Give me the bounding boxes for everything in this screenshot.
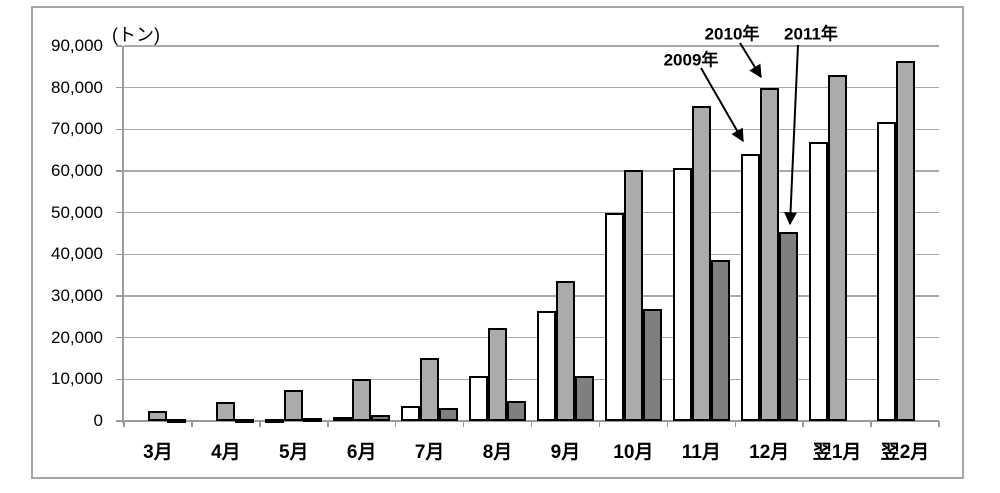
x-tick-mark [191, 421, 193, 427]
y-axis-tick-label: 30,000 [51, 286, 103, 305]
y-tick-mark [116, 86, 122, 89]
bar-2011年-4月 [235, 419, 255, 423]
y-axis-tick-label: 10,000 [51, 369, 103, 389]
bar-2011年-3月 [167, 419, 187, 423]
gridline-90000 [124, 45, 939, 47]
y-tick-mark [116, 378, 122, 381]
bar-2009年-6月 [333, 417, 353, 421]
bar-2010年-3月 [148, 411, 168, 421]
x-axis-label-3月: 3月 [143, 442, 173, 463]
y-axis-line [122, 46, 124, 423]
bar-2010年-12月 [759, 88, 779, 421]
bar-2009年-11月 [672, 168, 692, 421]
bar-2009年-12月 [740, 154, 760, 421]
x-tick-mark [394, 421, 397, 427]
gridline-20000 [124, 336, 939, 339]
x-axis-label-5月: 5月 [278, 442, 309, 463]
gridline-60000 [124, 170, 939, 172]
x-axis-label-11月: 11月 [681, 442, 721, 463]
y-axis-tick-label: 80,000 [51, 77, 103, 97]
x-axis-label-10月: 10月 [613, 442, 654, 463]
y-tick-mark [116, 420, 122, 422]
x-tick-mark [327, 421, 329, 427]
bar-2011年-5月 [303, 418, 323, 422]
y-axis-tick-label: 70,000 [51, 119, 103, 139]
y-axis-tick-label: 20,000 [51, 327, 103, 347]
y-tick-mark [116, 253, 122, 256]
gridline-30000 [124, 295, 939, 297]
y-axis-tick-label: 40,000 [51, 244, 103, 264]
bar-2009年-7月 [401, 406, 421, 421]
y-tick-mark [116, 295, 122, 297]
bar-2010年-11月 [691, 106, 711, 421]
y-axis-unit-label: (トン) [112, 25, 160, 45]
y-tick-mark [116, 170, 122, 172]
y-axis-tick-label: 0 [93, 411, 103, 430]
bar-2010年-翌1月 [827, 75, 847, 421]
x-tick-mark [462, 421, 465, 427]
bar-2009年-8月 [469, 376, 489, 421]
y-tick-mark [116, 336, 122, 339]
y-tick-mark [116, 128, 122, 131]
x-axis-label-翌1月: 翌1月 [812, 442, 862, 463]
annotation-label-2010: 2010年 [704, 24, 760, 44]
y-axis-tick-label: 60,000 [51, 161, 103, 180]
bar-2010年-6月 [352, 379, 372, 421]
bar-2010年-4月 [216, 402, 236, 421]
bar-2009年-9月 [536, 311, 556, 421]
x-tick-mark [123, 421, 125, 427]
annotation-label-2011: 2011年 [784, 24, 838, 44]
x-tick-mark [598, 421, 601, 427]
x-axis-label-翌2月: 翌2月 [880, 442, 930, 463]
bar-2009年-10月 [604, 213, 624, 421]
x-axis-label-12月: 12月 [749, 442, 790, 463]
gridline-50000 [124, 211, 939, 214]
x-axis-label-6月: 6月 [346, 442, 377, 463]
x-axis-label-8月: 8月 [482, 442, 513, 463]
bar-2011年-11月 [710, 260, 730, 421]
x-tick-mark [802, 421, 804, 427]
bar-2011年-12月 [778, 232, 798, 421]
bar-2011年-6月 [371, 415, 391, 421]
y-axis-tick-label: 90,000 [51, 36, 103, 55]
bar-2010年-10月 [623, 170, 643, 421]
bar-2010年-翌2月 [895, 61, 915, 421]
bar-2009年-翌2月 [876, 122, 896, 421]
y-axis-tick-label: 50,000 [51, 202, 103, 222]
annotation-label-2009: 2009年 [663, 50, 719, 70]
x-axis-label-9月: 9月 [550, 442, 581, 463]
gridline-70000 [124, 128, 939, 131]
x-tick-mark [259, 421, 261, 427]
bar-2010年-5月 [284, 390, 304, 421]
x-tick-mark [530, 421, 533, 427]
x-tick-mark [870, 421, 872, 427]
gridline-10000 [124, 378, 939, 381]
x-tick-mark [666, 421, 669, 427]
bar-2010年-8月 [488, 328, 508, 421]
gridline-80000 [124, 86, 939, 89]
bar-2011年-10月 [642, 309, 662, 421]
bar-2010年-7月 [420, 358, 440, 421]
x-axis-label-7月: 7月 [414, 442, 445, 463]
gridline-40000 [124, 253, 939, 256]
x-axis-label-4月: 4月 [211, 442, 241, 463]
bar-2011年-9月 [574, 376, 594, 421]
bar-2011年-7月 [439, 408, 459, 421]
bar-2009年-翌1月 [808, 142, 828, 421]
x-tick-mark [734, 421, 736, 427]
x-tick-mark [938, 421, 940, 427]
bar-2011年-8月 [507, 401, 527, 421]
y-tick-mark [116, 211, 122, 214]
bar-2009年-5月 [265, 419, 285, 423]
y-tick-mark [116, 45, 122, 47]
bar-2010年-9月 [555, 281, 575, 421]
